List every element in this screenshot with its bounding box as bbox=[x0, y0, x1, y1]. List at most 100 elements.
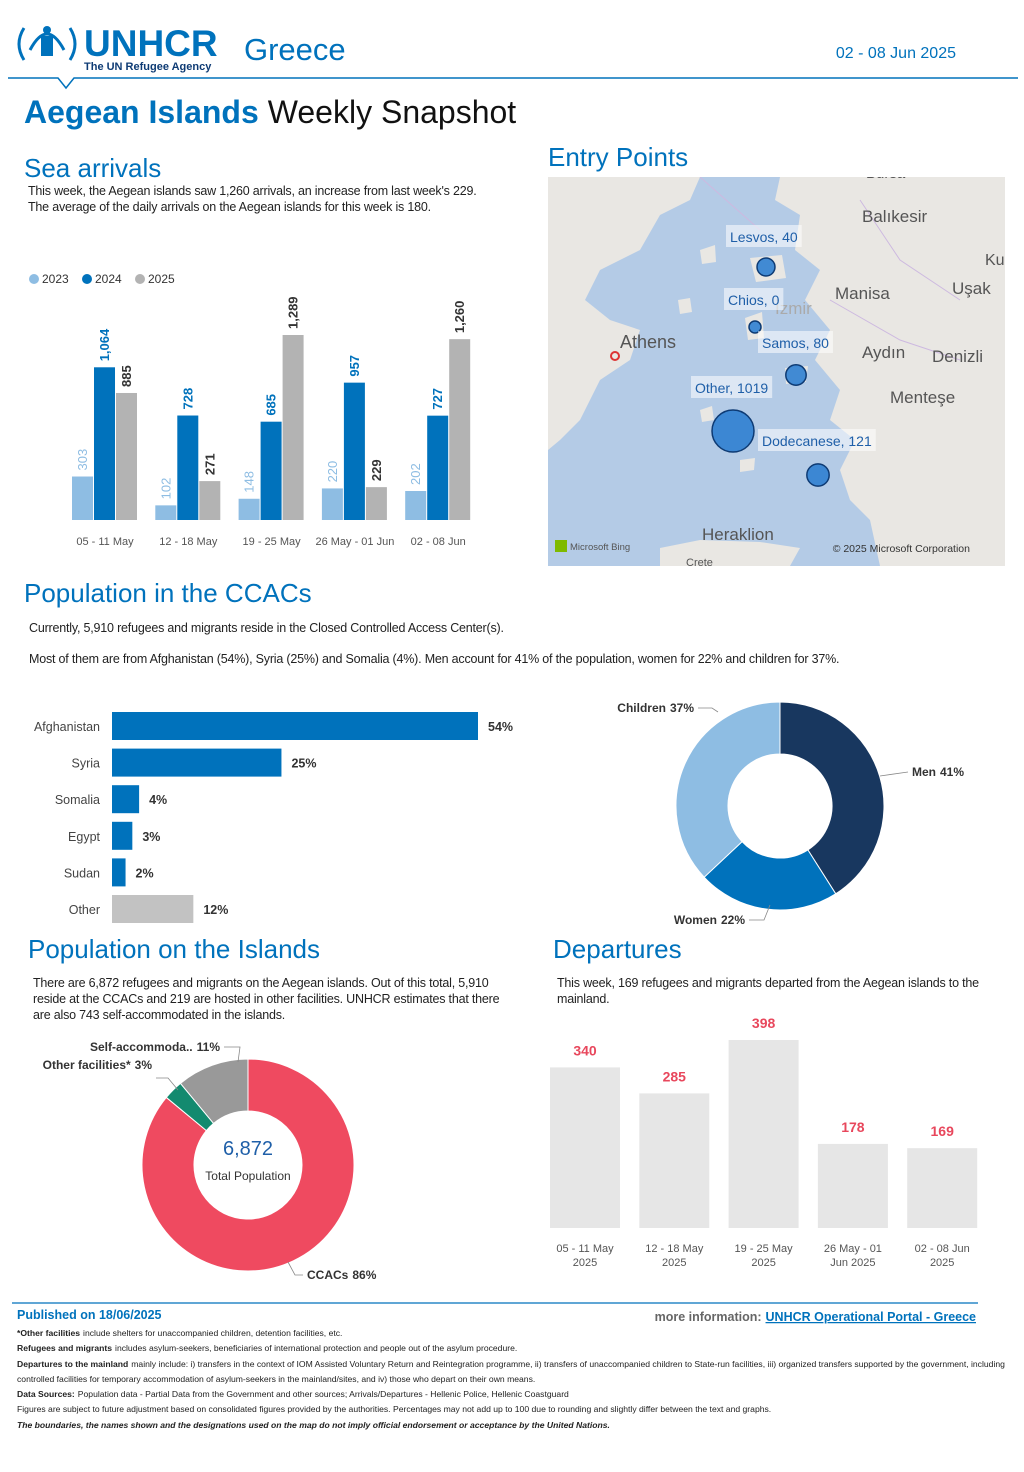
bubble-label: Other, 1019 bbox=[695, 380, 768, 396]
value-label: 12% bbox=[203, 903, 228, 917]
bar bbox=[365, 487, 387, 520]
donut-segment bbox=[141, 1058, 355, 1272]
x-tick-label: 12 - 18 May bbox=[159, 536, 218, 548]
map-place: Menteşe bbox=[890, 388, 955, 407]
footnote-text: Population data - Partial Data from the … bbox=[77, 1389, 569, 1400]
footnote-text: Figures are subject to future adjustment… bbox=[17, 1404, 772, 1415]
value-label: 728 bbox=[180, 388, 195, 410]
donut-segment bbox=[703, 840, 837, 911]
leader-line bbox=[287, 1261, 303, 1276]
footer-notes: *Other facilities include shelters for un… bbox=[17, 1326, 1009, 1433]
bar bbox=[116, 392, 137, 520]
x-tick-label: 02 - 08 Jun 2025 bbox=[914, 1243, 970, 1269]
more-info: more information: UNHCR Operational Porta… bbox=[655, 1310, 976, 1324]
value-label: 4% bbox=[149, 793, 167, 807]
portal-link[interactable]: UNHCR Operational Portal - Greece bbox=[766, 1310, 977, 1324]
bar bbox=[112, 748, 282, 777]
x-tick-label: 05 - 11 May bbox=[76, 536, 134, 548]
label-box bbox=[758, 429, 876, 451]
bar bbox=[907, 1148, 978, 1228]
value-label: 54% bbox=[488, 720, 513, 734]
bubble bbox=[711, 409, 755, 453]
segment-label: Women 22% bbox=[674, 913, 745, 927]
map-place: Bursa bbox=[866, 165, 906, 182]
value-label: 957 bbox=[347, 355, 362, 377]
bar bbox=[112, 712, 478, 740]
label-box bbox=[691, 376, 773, 398]
footnote: The boundaries, the names shown and the … bbox=[17, 1418, 1009, 1433]
x-tick-label: 19 - 25 May bbox=[242, 536, 301, 548]
value-label: 285 bbox=[663, 1068, 687, 1084]
value-label: 25% bbox=[291, 757, 316, 771]
map-place: Ku bbox=[985, 252, 1005, 269]
map-place: Crete bbox=[686, 557, 713, 569]
footnote: Figures are subject to future adjustment… bbox=[17, 1402, 1009, 1417]
x-tick-label: 12 - 18 May 2025 bbox=[645, 1243, 704, 1269]
bar bbox=[321, 488, 343, 520]
segment-name: Other facilities* bbox=[43, 1058, 131, 1072]
value-label: 220 bbox=[325, 461, 340, 483]
section-heading: Departures bbox=[553, 934, 682, 964]
footnote-lead: Data Sources: bbox=[17, 1389, 75, 1400]
departures-text: This week, 169 refugees and migrants dep… bbox=[557, 976, 979, 1006]
bubble bbox=[756, 257, 776, 277]
segment-label: Other facilities* 3% bbox=[43, 1058, 153, 1072]
bar bbox=[72, 476, 93, 520]
bar bbox=[155, 505, 177, 520]
org-tagline: The UN Refugee Agency bbox=[84, 61, 212, 73]
map-place: Uşak bbox=[952, 279, 991, 298]
more-label: more information: bbox=[655, 1310, 762, 1324]
paragraph: Most of them are from Afghanistan (54%),… bbox=[29, 652, 840, 666]
leader-line bbox=[749, 904, 771, 921]
value-label: 148 bbox=[242, 471, 257, 493]
segment-value: 86% bbox=[352, 1268, 376, 1282]
bar bbox=[405, 491, 427, 520]
title-bold: Aegean Islands bbox=[24, 94, 259, 130]
bar bbox=[112, 785, 140, 814]
bubble-label: Dodecanese, 121 bbox=[762, 433, 872, 449]
segment-name: Men bbox=[912, 765, 936, 779]
map-place: Athens bbox=[620, 332, 676, 352]
segment-value: 3% bbox=[135, 1058, 153, 1072]
y-tick-label: Other bbox=[69, 903, 100, 917]
y-tick-label: Sudan bbox=[64, 866, 100, 880]
bubble bbox=[748, 320, 762, 334]
map-credit: Microsoft Bing bbox=[570, 542, 630, 553]
legend-marker bbox=[82, 274, 92, 284]
bar bbox=[260, 421, 282, 520]
segment-value: 37% bbox=[670, 701, 694, 715]
segment-label: CCACs 86% bbox=[307, 1268, 377, 1282]
segment-name: Self-accommoda.. bbox=[90, 1040, 193, 1054]
bar bbox=[112, 858, 126, 887]
map-credit: © 2025 Microsoft Corporation bbox=[833, 543, 970, 555]
footnote-lead: *Other facilities bbox=[17, 1328, 81, 1338]
x-tick-label: 26 May - 01 Jun 2025 bbox=[823, 1243, 882, 1269]
bubble-label: Chios, 0 bbox=[728, 292, 780, 308]
map-place: İzmir bbox=[775, 299, 812, 318]
value-label: 102 bbox=[158, 478, 173, 500]
label-box bbox=[758, 331, 833, 353]
bubble bbox=[806, 463, 830, 487]
bar bbox=[238, 498, 260, 520]
bar bbox=[550, 1067, 620, 1228]
bubble-label: Lesvos, 40 bbox=[730, 229, 798, 245]
y-tick-label: Afghanistan bbox=[34, 720, 100, 734]
bubble-label: Samos, 80 bbox=[762, 335, 829, 351]
footnote-emphasis: The boundaries, the names shown and the … bbox=[17, 1419, 610, 1430]
label-box bbox=[726, 225, 802, 247]
value-label: 303 bbox=[75, 449, 90, 471]
bar bbox=[427, 415, 449, 520]
segment-value: 11% bbox=[197, 1040, 221, 1054]
center-value: 6,872 bbox=[223, 1138, 273, 1160]
x-tick-label: 02 - 08 Jun bbox=[410, 536, 466, 548]
footnote: *Other facilities include shelters for un… bbox=[17, 1326, 1009, 1341]
segment-name: Women bbox=[674, 913, 717, 927]
legend-label: 2024 bbox=[95, 272, 122, 286]
segment-label: Self-accommoda.. 11% bbox=[90, 1040, 220, 1054]
bar bbox=[343, 382, 365, 520]
value-label: 3% bbox=[142, 830, 160, 844]
bar bbox=[94, 367, 115, 520]
legend-marker bbox=[135, 274, 145, 284]
published: Published on 18/06/2025 bbox=[17, 1308, 162, 1322]
